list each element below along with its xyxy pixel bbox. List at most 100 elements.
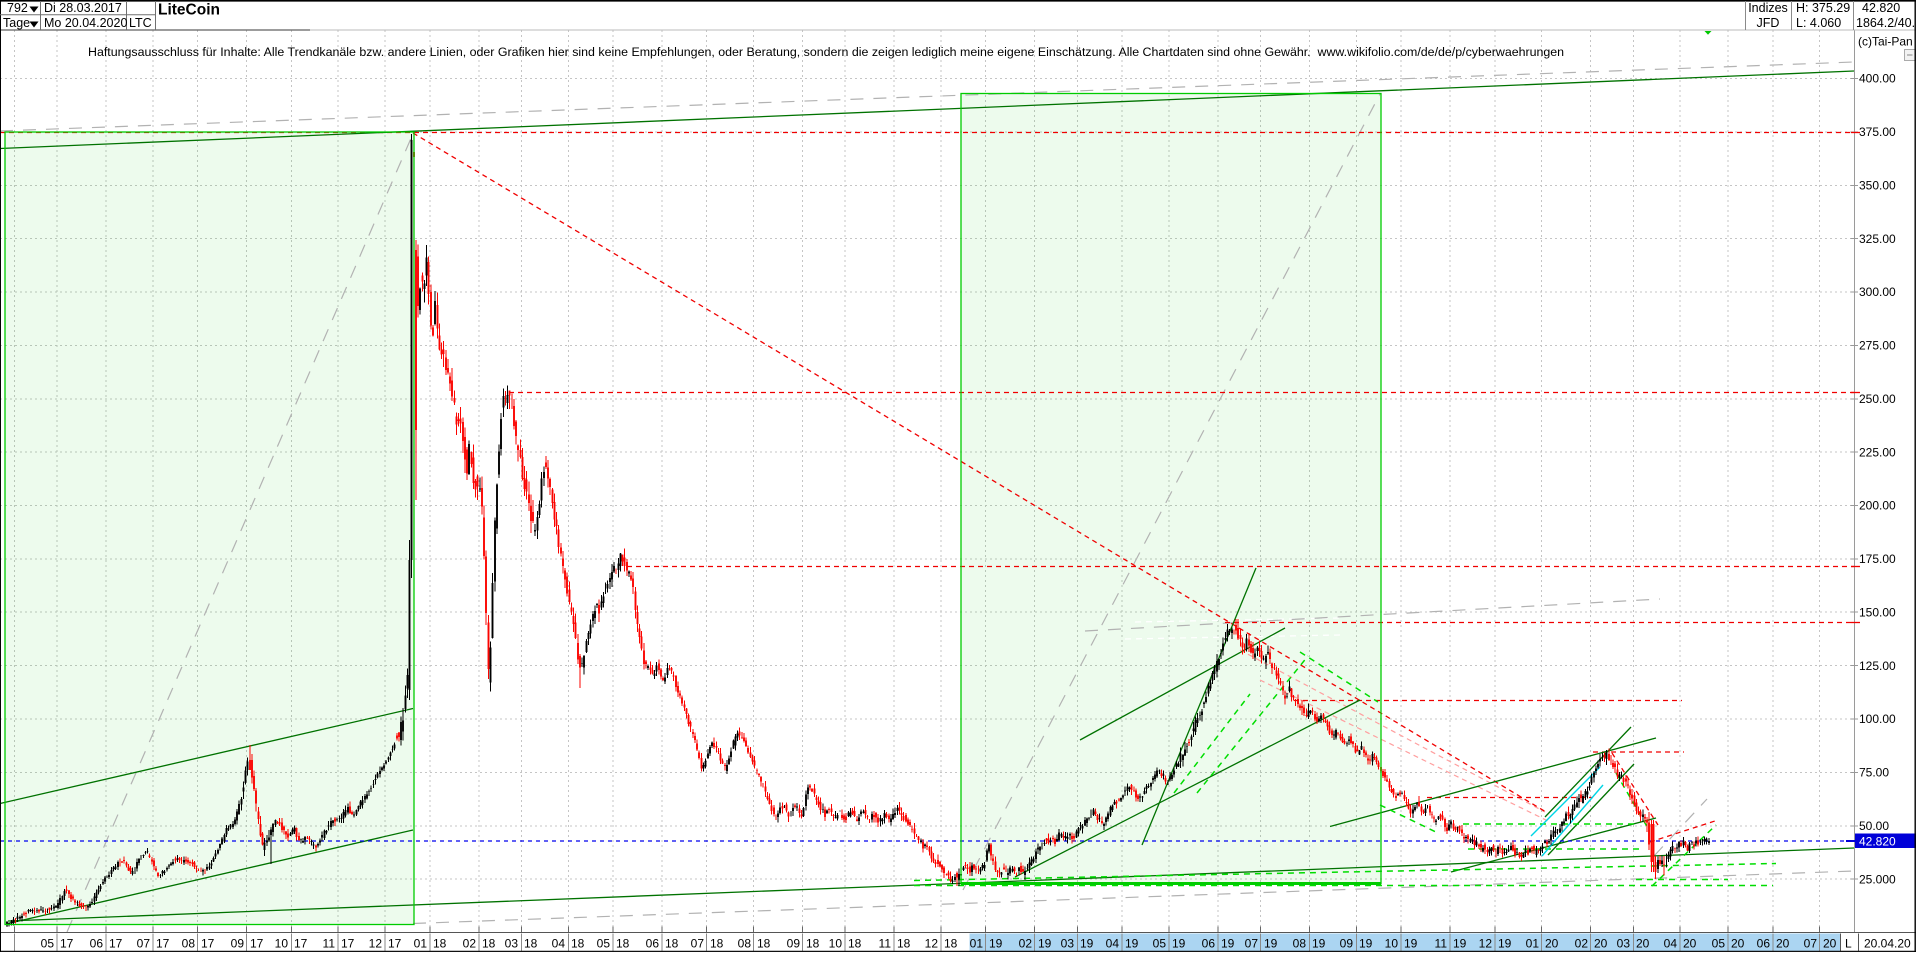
svg-text:17: 17 xyxy=(109,937,123,951)
svg-text:17: 17 xyxy=(156,937,170,951)
svg-text:25.000: 25.000 xyxy=(1859,872,1896,886)
svg-text:LiteCoin: LiteCoin xyxy=(158,2,220,19)
svg-text:06: 06 xyxy=(646,937,660,951)
svg-text:150.00: 150.00 xyxy=(1859,606,1896,620)
svg-text:50.00: 50.00 xyxy=(1859,819,1889,833)
svg-text:19: 19 xyxy=(1404,937,1418,951)
svg-text:08: 08 xyxy=(738,937,752,951)
svg-text:05: 05 xyxy=(1153,937,1167,951)
svg-text:19: 19 xyxy=(989,937,1003,951)
svg-text:01: 01 xyxy=(970,937,984,951)
svg-text:05: 05 xyxy=(1712,937,1726,951)
svg-text:04: 04 xyxy=(1106,937,1120,951)
svg-text:07: 07 xyxy=(137,937,151,951)
svg-text:12: 12 xyxy=(369,937,383,951)
svg-text:100.00: 100.00 xyxy=(1859,712,1896,726)
svg-text:19: 19 xyxy=(1359,937,1373,951)
svg-text:18: 18 xyxy=(524,937,538,951)
svg-text:08: 08 xyxy=(1293,937,1307,951)
svg-text:Tage: Tage xyxy=(3,16,30,30)
svg-text:20: 20 xyxy=(1683,937,1697,951)
svg-text:18: 18 xyxy=(616,937,630,951)
svg-text:07: 07 xyxy=(1245,937,1259,951)
svg-text:42.820: 42.820 xyxy=(1862,1,1900,15)
svg-text:(c)Tai-Pan: (c)Tai-Pan xyxy=(1858,35,1913,49)
svg-text:18: 18 xyxy=(665,937,679,951)
svg-text:08: 08 xyxy=(182,937,196,951)
svg-text:17: 17 xyxy=(388,937,402,951)
svg-text:10: 10 xyxy=(275,937,289,951)
svg-text:250.00: 250.00 xyxy=(1859,392,1896,406)
svg-text:01: 01 xyxy=(414,937,428,951)
svg-text:225.00: 225.00 xyxy=(1859,445,1896,459)
svg-text:300.00: 300.00 xyxy=(1859,285,1896,299)
svg-text:19: 19 xyxy=(1038,937,1052,951)
svg-text:Di 28.03.2017: Di 28.03.2017 xyxy=(44,1,122,15)
svg-text:11: 11 xyxy=(879,937,892,951)
svg-text:20: 20 xyxy=(1545,937,1559,951)
svg-text:792: 792 xyxy=(7,1,28,15)
svg-text:L: L xyxy=(1845,937,1852,951)
svg-text:17: 17 xyxy=(294,937,308,951)
svg-text:400.00: 400.00 xyxy=(1859,72,1896,86)
svg-text:18: 18 xyxy=(944,937,958,951)
svg-text:09: 09 xyxy=(231,937,245,951)
svg-text:20.04.20: 20.04.20 xyxy=(1864,937,1911,951)
svg-text:20: 20 xyxy=(1731,937,1745,951)
svg-text:350.00: 350.00 xyxy=(1859,179,1896,193)
svg-text:Haftungsausschluss für Inhalte: Haftungsausschluss für Inhalte: Alle Tre… xyxy=(88,45,1564,59)
svg-text:09: 09 xyxy=(1340,937,1354,951)
svg-text:18: 18 xyxy=(482,937,496,951)
svg-text:11: 11 xyxy=(323,937,336,951)
svg-text:18: 18 xyxy=(806,937,820,951)
svg-text:Indizes: Indizes xyxy=(1748,1,1788,15)
svg-text:03: 03 xyxy=(1061,937,1075,951)
svg-text:325.00: 325.00 xyxy=(1859,232,1896,246)
svg-text:L: 4.060: L: 4.060 xyxy=(1796,16,1841,30)
svg-text:10: 10 xyxy=(829,937,843,951)
svg-text:05: 05 xyxy=(597,937,611,951)
svg-text:19: 19 xyxy=(1221,937,1235,951)
svg-text:19: 19 xyxy=(1453,937,1467,951)
svg-text:17: 17 xyxy=(201,937,215,951)
svg-text:02: 02 xyxy=(1575,937,1589,951)
svg-text:125.00: 125.00 xyxy=(1859,659,1896,673)
svg-text:11: 11 xyxy=(1435,937,1448,951)
svg-text:18: 18 xyxy=(710,937,724,951)
svg-text:17: 17 xyxy=(341,937,355,951)
svg-text:17: 17 xyxy=(60,937,74,951)
svg-text:19: 19 xyxy=(1312,937,1326,951)
svg-text:18: 18 xyxy=(571,937,585,951)
svg-text:18: 18 xyxy=(897,937,911,951)
svg-text:04: 04 xyxy=(552,937,566,951)
svg-text:04: 04 xyxy=(1664,937,1678,951)
svg-text:200.00: 200.00 xyxy=(1859,499,1896,513)
svg-text:02: 02 xyxy=(463,937,477,951)
svg-text:05: 05 xyxy=(41,937,55,951)
svg-text:20: 20 xyxy=(1594,937,1608,951)
svg-text:19: 19 xyxy=(1080,937,1094,951)
svg-text:06: 06 xyxy=(1757,937,1771,951)
svg-text:42.820: 42.820 xyxy=(1859,835,1896,849)
svg-text:02: 02 xyxy=(1019,937,1033,951)
svg-text:06: 06 xyxy=(1202,937,1216,951)
svg-text:10: 10 xyxy=(1385,937,1399,951)
svg-text:LTC: LTC xyxy=(129,16,152,30)
svg-text:01: 01 xyxy=(1526,937,1540,951)
svg-text:1864.2/40.: 1864.2/40. xyxy=(1856,16,1915,30)
svg-text:18: 18 xyxy=(757,937,771,951)
svg-text:19: 19 xyxy=(1498,937,1512,951)
svg-text:20: 20 xyxy=(1636,937,1650,951)
svg-text:75.00: 75.00 xyxy=(1859,766,1889,780)
svg-text:18: 18 xyxy=(848,937,862,951)
svg-text:07: 07 xyxy=(1804,937,1818,951)
svg-text:07: 07 xyxy=(691,937,705,951)
svg-text:20: 20 xyxy=(1776,937,1790,951)
svg-text:Mo 20.04.2020: Mo 20.04.2020 xyxy=(44,16,127,30)
svg-text:19: 19 xyxy=(1264,937,1278,951)
svg-text:09: 09 xyxy=(787,937,801,951)
svg-text:19: 19 xyxy=(1172,937,1186,951)
svg-text:20: 20 xyxy=(1823,937,1837,951)
svg-text:175.00: 175.00 xyxy=(1859,552,1896,566)
svg-text:12: 12 xyxy=(925,937,939,951)
